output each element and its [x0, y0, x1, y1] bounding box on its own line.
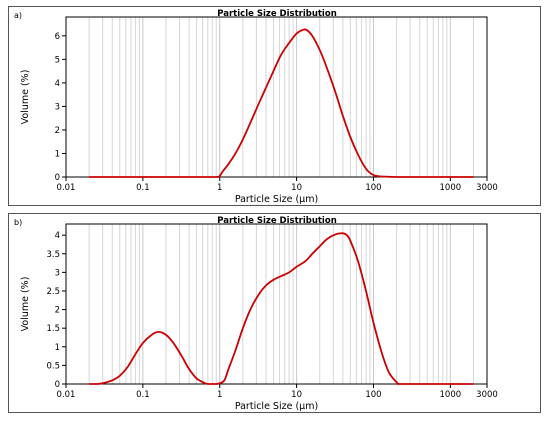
tick-labels: 0.01 0.1 1 10 100 1000 3000 0 1 2 3 4 5 6 [55, 32, 498, 193]
chart-b-svg: 0.01 0.1 1 10 100 1000 3000 0 0.5 1 1.5 2 2.5 3 3.5 4 P… [20, 216, 498, 412]
panel-label-a: a) [14, 11, 23, 20]
chart-a-svg: 0.01 0.1 1 10 100 1000 3000 0 1 2 3 4 5 6 Particle Si… [20, 9, 498, 205]
y-tick-label: 3.5 [46, 250, 60, 260]
plot-frame [65, 16, 488, 178]
y-tick-label: 1 [55, 343, 60, 353]
chart-panel-a: a) 0.01 0.1 1 10 100 1000 3000 0 1 2 3 4 5 6 Particle… [8, 6, 541, 206]
y-tick-label: 0 [55, 173, 60, 183]
panel-label-b: b) [14, 218, 23, 227]
x-tick-label: 1 [217, 390, 222, 400]
y-tick-label: 4 [55, 231, 60, 241]
series-line [89, 28, 474, 178]
grid-lines [65, 224, 488, 384]
axes-frame [65, 16, 488, 178]
x-tick-label: 3000 [476, 390, 498, 400]
y-tick-label: 0 [55, 380, 60, 390]
x-tick-label: 0.1 [136, 390, 150, 400]
plot-frame [65, 223, 488, 385]
x-tick-label: 1 [217, 183, 222, 193]
tick-labels: 0.01 0.1 1 10 100 1000 3000 0 0.5 1 1.5 2 2.5 3 3.5 4 [46, 231, 497, 400]
grid-lines [65, 17, 488, 177]
y-tick-label: 2 [55, 126, 60, 136]
y-tick-label: 5 [55, 55, 60, 65]
y-axis-label: Volume (%) [20, 277, 31, 332]
chart-title: Particle Size Distribution [217, 216, 337, 226]
axes-frame [65, 223, 488, 385]
y-tick-label: 1.5 [46, 324, 60, 334]
chart-panel-b: b) 0.01 0.1 1 10 100 1000 3000 0 0.5 1 1.5 2 2.5 3 3.5… [8, 213, 541, 413]
x-tick-label: 1000 [440, 390, 462, 400]
y-tick-label: 4 [55, 79, 60, 89]
x-tick-label: 10 [291, 183, 302, 193]
y-tick-label: 3 [55, 268, 60, 278]
series-line [89, 232, 474, 385]
x-tick-label: 100 [365, 390, 381, 400]
chart-title: Particle Size Distribution [217, 9, 337, 19]
y-tick-label: 3 [55, 102, 60, 112]
y-axis-label: Volume (%) [20, 70, 31, 125]
y-tick-label: 2.5 [46, 287, 60, 297]
y-tick-label: 2 [55, 306, 60, 316]
x-tick-label: 1000 [440, 183, 462, 193]
y-tick-label: 6 [55, 32, 60, 42]
x-tick-label: 0.1 [136, 183, 150, 193]
y-tick-label: 0.5 [46, 361, 60, 371]
y-tick-label: 1 [55, 149, 60, 159]
x-tick-label: 100 [365, 183, 381, 193]
x-axis-label: Particle Size (µm) [235, 401, 318, 412]
x-axis-label: Particle Size (µm) [235, 194, 318, 205]
x-tick-label: 0.01 [57, 183, 76, 193]
x-tick-label: 10 [291, 390, 302, 400]
x-tick-label: 0.01 [57, 390, 76, 400]
x-tick-label: 3000 [476, 183, 498, 193]
